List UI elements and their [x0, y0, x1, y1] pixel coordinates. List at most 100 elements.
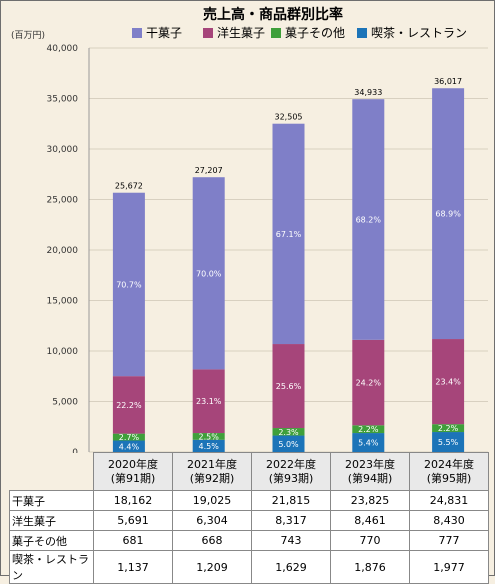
y-tick-label: 40,000: [47, 44, 79, 54]
table-cell: 8,317: [251, 510, 331, 531]
bar-segment: [352, 433, 385, 452]
percent-label: 4.5%: [199, 442, 220, 451]
legend-item: 洋生菓子: [203, 25, 265, 40]
table-cell: 8,461: [330, 510, 410, 531]
percent-label: 5.5%: [438, 438, 459, 447]
legend-item: 干菓子: [132, 26, 182, 40]
table-column-header: 2021年度 (第92期): [172, 452, 252, 491]
y-tick-label: 15,000: [47, 297, 79, 307]
chart-title: 売上高・商品群別比率: [203, 6, 343, 23]
table-column-header: 2022年度 (第93期): [251, 452, 331, 491]
percent-label: 23.4%: [435, 378, 461, 387]
table-cell: 1,629: [251, 550, 331, 584]
y-tick-label: 35,000: [47, 95, 79, 105]
table-header-row: 2020年度 (第91期) 2021年度 (第92期) 2022年度 (第93期) 2023…: [9, 452, 489, 491]
bars: 4.4%2.7% 22.2% 70.7% 25,672 4.5%2.5% 23.1% 70.…: [112, 77, 465, 452]
bar-segment: [112, 433, 145, 441]
bar-segment: [192, 433, 225, 440]
percent-label: 70.0%: [196, 269, 222, 278]
percent-label: 22.2%: [116, 401, 142, 410]
bar-segment: [432, 88, 465, 340]
y-tick-label: 10,000: [47, 347, 79, 357]
legend-item: 菓子その他: [271, 26, 345, 40]
percent-label: 68.2%: [356, 216, 382, 225]
table-cell: 8,430: [409, 510, 489, 531]
table-cell: 6,304: [172, 510, 252, 531]
percent-label: 4.4%: [119, 442, 140, 451]
legend-label: 菓子その他: [285, 26, 345, 40]
y-tick-label: 5,000: [52, 398, 78, 408]
table-column-header: 2023年度 (第94期): [330, 452, 410, 491]
y-tick-label: 25,000: [47, 196, 79, 206]
table-cell: 18,162: [93, 490, 173, 511]
percent-label: 24.2%: [356, 379, 382, 388]
bar-segment: [192, 369, 225, 434]
total-label: 32,505: [275, 113, 303, 122]
table-cell: 5,691: [93, 510, 173, 531]
legend-swatch: [132, 28, 142, 38]
table-cell: 1,977: [409, 550, 489, 584]
table-cell: 1,137: [93, 550, 173, 584]
bar-segment: [352, 339, 385, 426]
total-label: 34,933: [354, 88, 382, 97]
table-cell: 668: [172, 530, 252, 551]
legend: 干菓子 洋生菓子 菓子その他 喫茶・レストラン: [132, 25, 467, 40]
bar-segment: [272, 344, 305, 429]
percent-label: 2.5%: [199, 432, 220, 441]
table-row: 菓子その他 681 668 743 770 777: [9, 530, 489, 551]
table-row: 洋生菓子 5,691 6,304 8,317 8,461 8,430: [9, 510, 489, 531]
percent-label: 67.1%: [276, 230, 302, 239]
legend-label: 洋生菓子: [217, 25, 265, 40]
table-column-header: 2020年度 (第91期): [93, 452, 173, 491]
bar-segment: [432, 339, 465, 425]
legend-label: 喫茶・レストラン: [371, 25, 467, 40]
data-table: 2020年度 (第91期) 2021年度 (第92期) 2022年度 (第93期) 2023…: [9, 452, 489, 584]
bar-segment: [112, 376, 145, 434]
bar-segment: [192, 177, 225, 370]
y-axis: 0 5,000 10,000 15,000 20,000 25,000 30,000 35,0…: [47, 44, 488, 453]
percent-label: 68.9%: [435, 210, 461, 219]
bar-segment: [192, 439, 225, 452]
bar-segment: [352, 425, 385, 434]
legend-swatch: [203, 28, 213, 38]
legend-swatch: [271, 28, 281, 38]
bar-segment: [432, 432, 465, 452]
table-row: 干菓子 18,162 19,025 21,815 23,825 24,831: [9, 490, 489, 511]
table-cell: 21,815: [251, 490, 331, 511]
legend-label: 干菓子: [146, 26, 182, 40]
legend-item: 喫茶・レストラン: [357, 25, 467, 40]
percent-label: 23.1%: [196, 397, 222, 406]
percent-label: 2.2%: [358, 425, 379, 434]
unit-label: (百万円): [11, 30, 45, 41]
table-cell: 1,209: [172, 550, 252, 584]
table-cell: 19,025: [172, 490, 252, 511]
row-label: 洋生菓子: [9, 510, 94, 531]
table-cell: 770: [330, 530, 410, 551]
table-cell: 777: [409, 530, 489, 551]
table-cell: 1,876: [330, 550, 410, 584]
bar-segment: [352, 99, 385, 340]
row-label: 干菓子: [9, 490, 94, 511]
table-column-header: 2024年度 (第95期): [409, 452, 489, 491]
bar-segment: [272, 435, 305, 452]
y-tick-label: 20,000: [47, 246, 79, 256]
table-row: 喫茶・レストラン 1,137 1,209 1,629 1,876 1,977: [9, 550, 489, 584]
table-corner: [9, 452, 94, 491]
y-tick-label: 0: [72, 448, 78, 453]
row-label: 喫茶・レストラン: [9, 550, 94, 584]
bar-segment: [272, 123, 305, 345]
table-cell: 24,831: [409, 490, 489, 511]
bar-segment: [112, 192, 145, 377]
stacked-bar-chart: 売上高・商品群別比率 (百万円) 干菓子 洋生菓子 菓子その他 喫茶・レストラン 0 5…: [11, 6, 488, 453]
table-cell: 681: [93, 530, 173, 551]
total-label: 25,672: [115, 182, 143, 191]
legend-swatch: [357, 28, 367, 38]
table-cell: 743: [251, 530, 331, 551]
percent-label: 25.6%: [276, 382, 302, 391]
bar-segment: [272, 428, 305, 436]
total-label: 36,017: [434, 77, 462, 86]
percent-label: 2.2%: [438, 424, 459, 433]
total-label: 27,207: [195, 166, 223, 175]
percent-label: 2.7%: [119, 433, 140, 442]
